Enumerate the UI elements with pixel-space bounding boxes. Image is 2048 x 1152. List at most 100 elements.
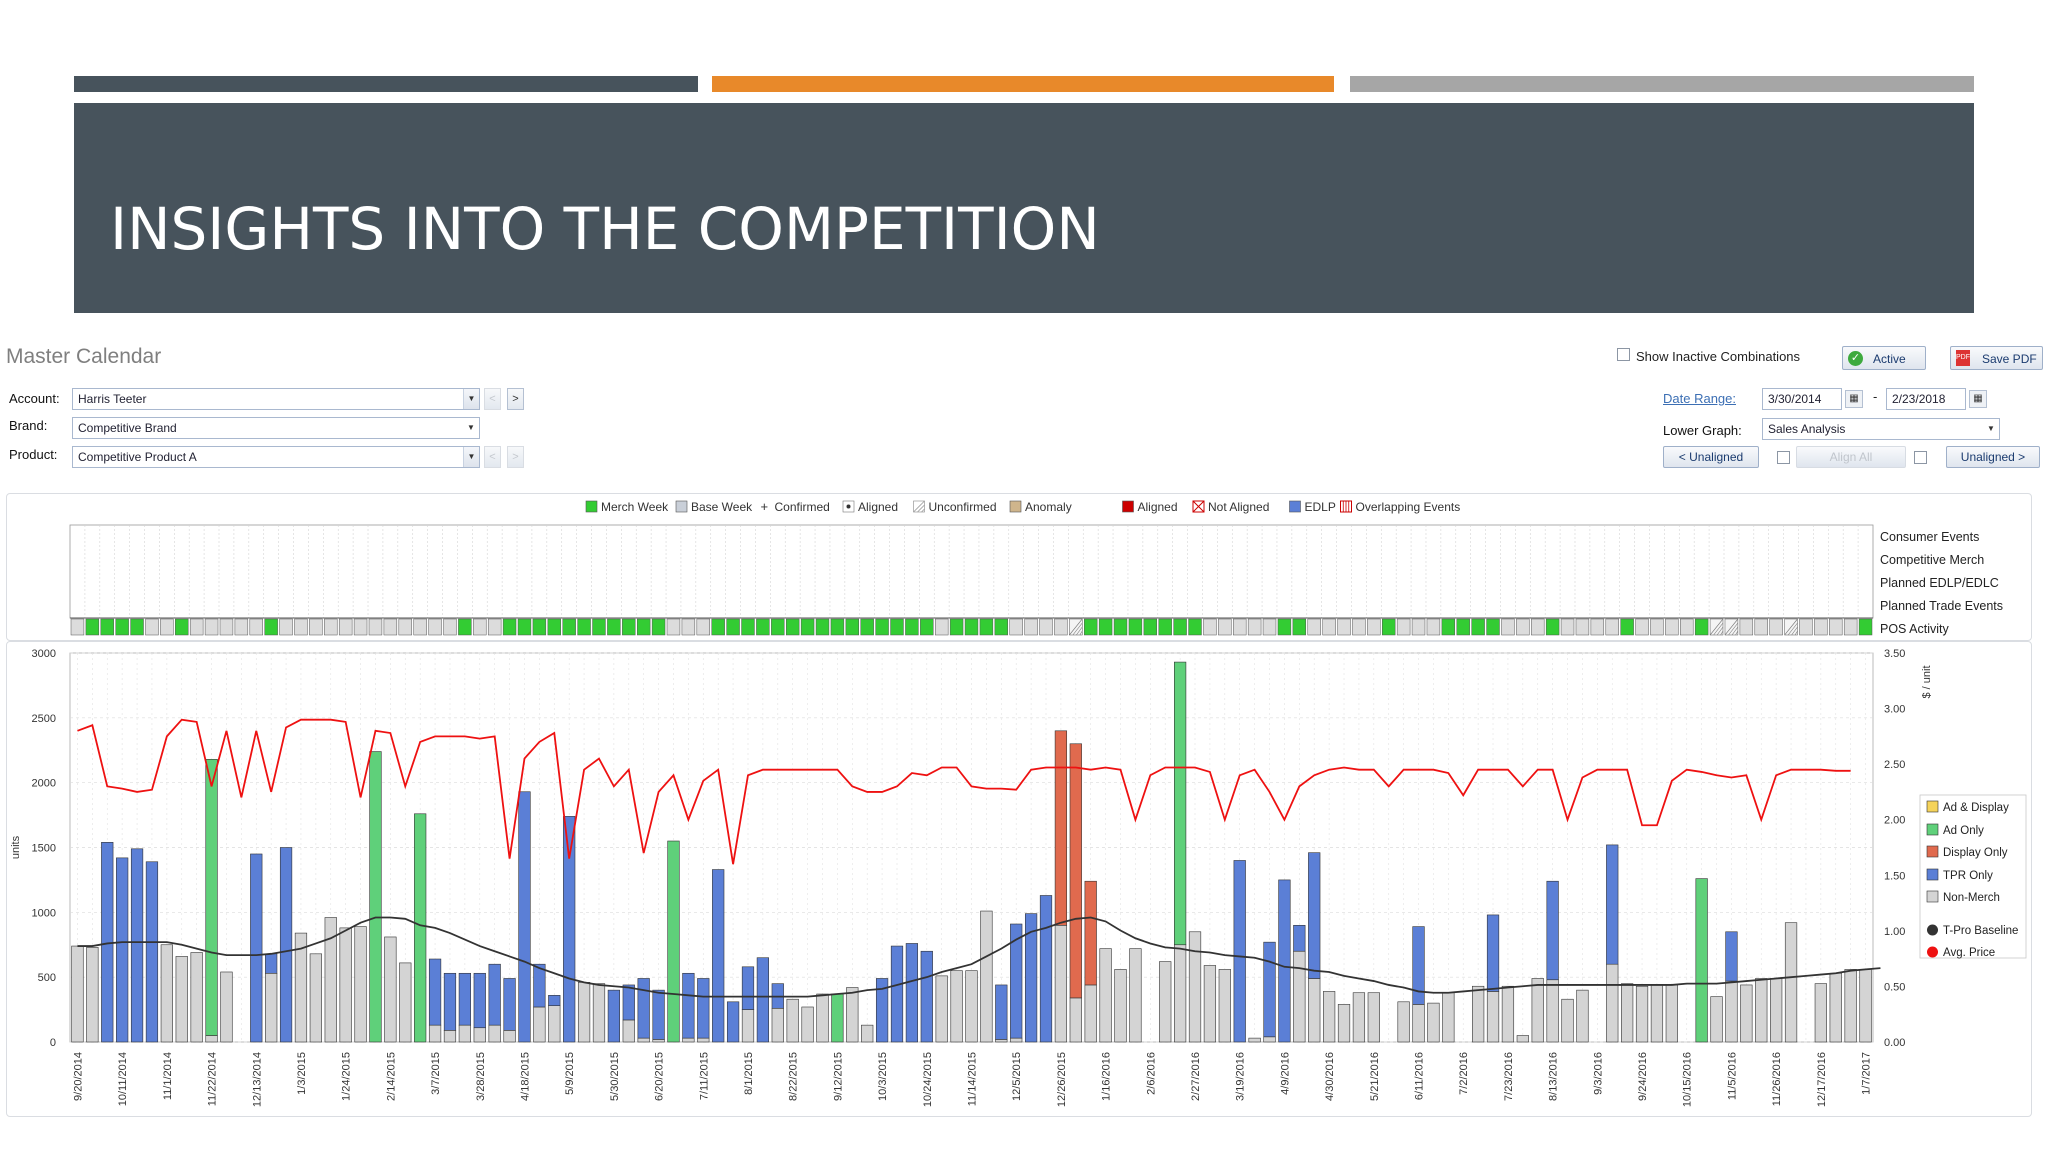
product-select[interactable]: Competitive Product A ▼ bbox=[72, 446, 480, 468]
x-tick-label: 7/23/2016 bbox=[1503, 1052, 1515, 1101]
chart-legend-item: Display Only bbox=[1926, 845, 2008, 859]
bar-tpr-only bbox=[250, 853, 263, 1043]
bar-non-merch bbox=[1665, 984, 1678, 1043]
dot-icon bbox=[846, 504, 851, 509]
x-tick-label: 5/21/2016 bbox=[1369, 1052, 1381, 1101]
pos-activity-cell bbox=[458, 618, 472, 636]
bar-non-merch bbox=[1829, 972, 1842, 1043]
align-checkbox-right[interactable] bbox=[1914, 451, 1927, 464]
pos-activity-cell bbox=[1292, 618, 1307, 636]
bar-non-merch bbox=[1427, 1002, 1440, 1043]
align-checkbox-left[interactable] bbox=[1777, 451, 1790, 464]
bar-non-merch bbox=[1129, 948, 1142, 1043]
x-tick-label: 10/15/2016 bbox=[1682, 1052, 1694, 1107]
pos-activity-cell bbox=[324, 618, 338, 636]
bar-tpr-only bbox=[428, 958, 442, 1026]
account-select[interactable]: Harris Teeter ▼ bbox=[72, 388, 480, 410]
chart-legend-label: Display Only bbox=[1943, 847, 2008, 859]
bar-non-merch bbox=[205, 1035, 218, 1043]
event-grid bbox=[69, 524, 1874, 619]
account-next-button[interactable]: > bbox=[507, 388, 524, 410]
pos-activity-cell bbox=[428, 618, 442, 636]
x-tick-label: 12/17/2016 bbox=[1816, 1052, 1828, 1107]
chart-legend-item: Ad Only bbox=[1926, 823, 1984, 837]
x-tick-label: 3/7/2015 bbox=[430, 1052, 442, 1095]
bar-tpr-only bbox=[116, 857, 129, 1043]
bar-non-merch bbox=[1188, 931, 1202, 1043]
lower-graph-select[interactable]: Sales Analysis ▼ bbox=[1762, 418, 2000, 440]
event-legend-item: Anomaly bbox=[1009, 500, 1072, 514]
pos-activity-cell bbox=[1694, 618, 1709, 636]
bar-non-merch bbox=[771, 1007, 784, 1043]
pos-activity-cell bbox=[696, 618, 710, 636]
unconfirmed-hatch bbox=[1079, 630, 1083, 636]
bar-tpr-only bbox=[875, 978, 889, 1043]
bar-non-merch bbox=[190, 952, 203, 1043]
pos-activity-cell bbox=[264, 618, 278, 636]
pos-activity-cell bbox=[1024, 618, 1038, 636]
event-row-label: Planned Trade Events bbox=[1880, 599, 2003, 613]
bar-tpr-only bbox=[995, 984, 1008, 1040]
brand-select[interactable]: Competitive Brand ▼ bbox=[72, 417, 480, 439]
pos-activity-cell bbox=[85, 618, 100, 636]
x-tick-label: 11/5/2016 bbox=[1726, 1052, 1738, 1100]
y-right-tick-label: 2.50 bbox=[1884, 759, 1905, 771]
chart-legend-item: Ad & Display bbox=[1926, 800, 2009, 814]
bar-non-merch bbox=[592, 983, 606, 1043]
bar-non-merch bbox=[1442, 992, 1455, 1043]
bar-non-merch bbox=[682, 1037, 695, 1043]
bar-tpr-only bbox=[1546, 880, 1559, 981]
bar-non-merch bbox=[1203, 965, 1217, 1043]
calendar-icon[interactable]: ▦ bbox=[1969, 390, 1987, 408]
calendar-icon[interactable]: ▦ bbox=[1845, 390, 1863, 408]
chart-legend-item: Non-Merch bbox=[1926, 890, 2000, 904]
bar-non-merch bbox=[1635, 985, 1649, 1043]
chart-legend-swatch bbox=[1926, 845, 1939, 858]
bar-tpr-only bbox=[265, 953, 278, 974]
date-from-input[interactable]: 3/30/2014 bbox=[1762, 388, 1842, 410]
save-pdf-button[interactable]: PDF Save PDF bbox=[1950, 346, 2043, 370]
x-tick-label: 9/20/2014 bbox=[72, 1052, 84, 1101]
pos-activity-cell bbox=[592, 618, 606, 636]
bar-non-merch bbox=[1308, 978, 1321, 1043]
pos-activity-cell bbox=[1396, 618, 1411, 636]
date-range-link[interactable]: Date Range: bbox=[1663, 391, 1736, 406]
bar-non-merch bbox=[1472, 985, 1485, 1043]
unaligned-prev-button[interactable]: < Unaligned bbox=[1663, 446, 1759, 468]
pos-activity-cell bbox=[1382, 618, 1396, 636]
align-all-button[interactable]: Align All bbox=[1796, 446, 1906, 468]
hatch-icon bbox=[913, 500, 925, 513]
bar-tpr-only bbox=[905, 943, 919, 1043]
bar-tpr-only bbox=[101, 842, 114, 1043]
bar-tpr-only bbox=[130, 848, 144, 1043]
bar-non-merch bbox=[175, 956, 188, 1043]
date-to-input[interactable]: 2/23/2018 bbox=[1886, 388, 1966, 410]
pos-activity-cell bbox=[815, 618, 830, 636]
event-legend-label: Base Week bbox=[691, 500, 753, 514]
bar-non-merch bbox=[384, 936, 397, 1043]
unconfirmed-hatch bbox=[1072, 622, 1083, 636]
product-prev-button[interactable]: < bbox=[484, 446, 501, 468]
pos-activity-cell bbox=[964, 618, 979, 636]
show-inactive-checkbox[interactable] bbox=[1617, 348, 1630, 361]
pos-activity-cell bbox=[890, 618, 904, 636]
bar-non-merch bbox=[1010, 1037, 1023, 1043]
x-tick-label: 2/27/2016 bbox=[1190, 1052, 1202, 1101]
bar-non-merch bbox=[1740, 984, 1753, 1043]
pos-activity-cell bbox=[994, 618, 1009, 636]
active-button[interactable]: ✓ Active bbox=[1842, 346, 1926, 370]
pos-activity-cell bbox=[383, 618, 398, 636]
chevron-down-icon: ▼ bbox=[1983, 419, 1999, 439]
pos-activity-cell bbox=[1560, 618, 1575, 636]
x-tick-label: 8/1/2015 bbox=[743, 1052, 755, 1095]
account-prev-button[interactable]: < bbox=[484, 388, 501, 410]
product-next-button[interactable]: > bbox=[507, 446, 524, 468]
unaligned-next-button[interactable]: Unaligned > bbox=[1946, 446, 2040, 468]
event-grid-frame bbox=[69, 524, 1874, 619]
chart-legend-label: Ad Only bbox=[1943, 825, 1984, 837]
bar-non-merch bbox=[458, 1024, 471, 1043]
y-left-tick-label: 0 bbox=[50, 1037, 56, 1049]
check-icon: ✓ bbox=[1848, 351, 1863, 366]
bar-tpr-only bbox=[1308, 852, 1321, 979]
